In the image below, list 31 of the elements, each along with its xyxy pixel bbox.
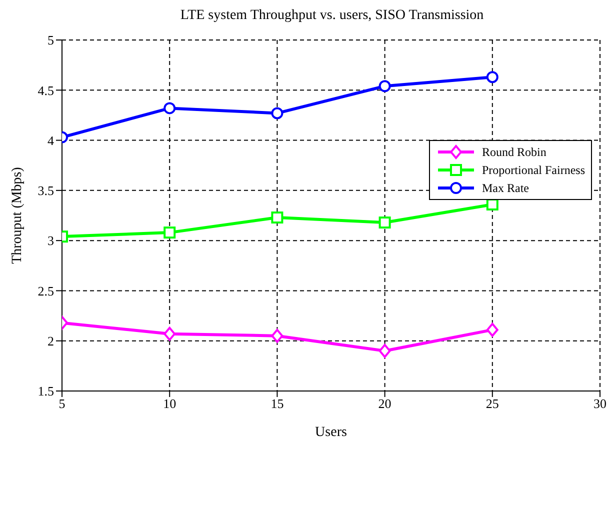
y-tick-label: 4.5 [38,82,54,98]
y-tick-label: 4 [48,132,54,148]
y-tick-label: 5 [48,32,54,48]
y-tick-label: 3 [48,233,54,248]
legend-label: Max Rate [482,180,529,196]
point [378,344,391,358]
legend-label: Proportional Fairness [482,162,585,178]
y-tick-label: 2.5 [38,283,54,298]
legend-label: Round Robin [482,144,546,160]
point [164,226,176,239]
point [378,80,391,92]
point [271,328,284,343]
point [486,71,498,84]
y-tick-label: 3.5 [38,183,54,198]
y-tick-label: 2 [48,333,54,348]
point [271,107,284,120]
y-tick-label: 1.5 [38,384,54,399]
x-tick-label: 15 [270,396,284,412]
x-tick-label: 25 [486,396,499,412]
point [164,326,176,341]
point [271,212,284,224]
x-tick-label: 10 [163,396,176,412]
y-axis-title: Throuput (Mbps) [10,166,25,264]
point [486,322,498,337]
x-axis-title: Users [315,425,347,440]
chart-title: LTE system Throughput vs. users, SISO Transmission [179,8,485,25]
x-tick-label: 20 [378,396,392,412]
point [378,216,391,229]
point [164,102,176,114]
x-tick-label: 5 [58,396,66,412]
x-tick-label: 30 [594,396,606,412]
